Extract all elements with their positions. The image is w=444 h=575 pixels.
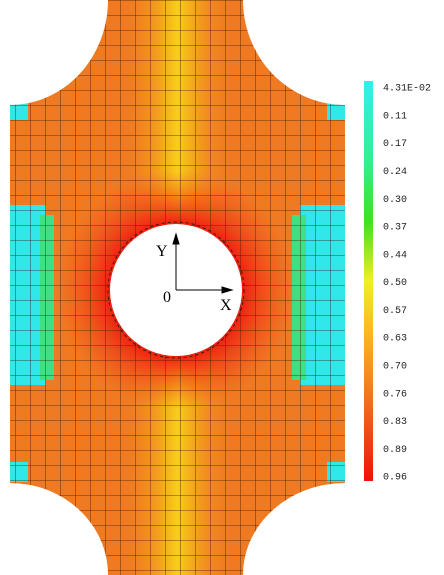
legend-label: 0.63 xyxy=(383,334,407,345)
legend-label: 0.17 xyxy=(383,139,407,150)
color-bar xyxy=(364,81,373,481)
axes-glyph xyxy=(172,232,234,294)
legend-label: 0.11 xyxy=(383,111,407,122)
legend-label: 0.76 xyxy=(383,389,407,400)
legend-label: 0.89 xyxy=(383,445,407,456)
legend-label: 0.37 xyxy=(383,223,407,234)
plate xyxy=(10,0,345,575)
legend-label: 0.57 xyxy=(383,306,407,317)
legend: 4.31E-02 0.11 0.17 0.24 0.30 0.37 0.44 0.50 0.57… xyxy=(383,84,431,484)
legend-label: 4.31E-02 xyxy=(383,84,431,95)
legend-label: 0.24 xyxy=(383,167,407,178)
axis-label: 0 xyxy=(163,289,171,306)
legend-label: 0.50 xyxy=(383,278,407,289)
legend-label: 0.44 xyxy=(383,250,407,261)
legend-label: 0.83 xyxy=(383,417,407,428)
axis-label: Y xyxy=(156,243,168,260)
legend-label: 0.70 xyxy=(383,361,407,372)
axis-label: X xyxy=(220,297,232,314)
legend-label: 0.30 xyxy=(383,195,407,206)
legend-label: 0.96 xyxy=(383,473,407,484)
